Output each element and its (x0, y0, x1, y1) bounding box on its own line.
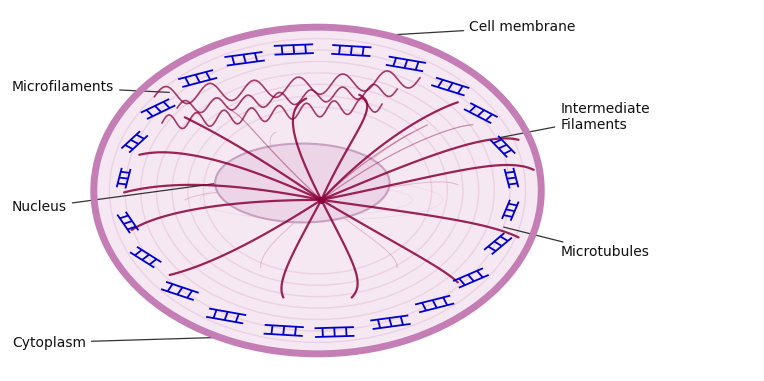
Text: Cytoplasm: Cytoplasm (12, 336, 214, 349)
Ellipse shape (94, 27, 541, 354)
Text: Cell membrane: Cell membrane (390, 20, 575, 35)
Text: Nucleus: Nucleus (12, 183, 217, 215)
Ellipse shape (215, 144, 390, 223)
Text: Microfilaments: Microfilaments (12, 80, 170, 94)
Text: Microtubules: Microtubules (503, 227, 649, 259)
Text: Intermediate
Filaments: Intermediate Filaments (499, 102, 650, 138)
